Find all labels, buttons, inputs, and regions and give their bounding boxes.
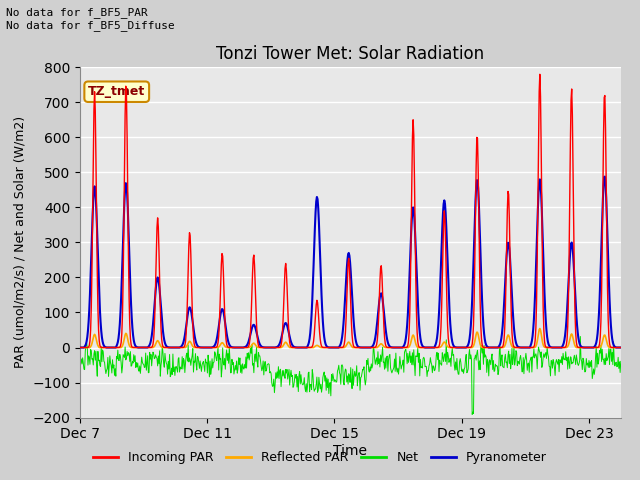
Legend: Incoming PAR, Reflected PAR, Net, Pyranometer: Incoming PAR, Reflected PAR, Net, Pyrano… <box>88 446 552 469</box>
X-axis label: Time: Time <box>333 444 367 458</box>
Text: No data for f_BF5_PAR
No data for f_BF5_Diffuse: No data for f_BF5_PAR No data for f_BF5_… <box>6 7 175 31</box>
Title: Tonzi Tower Met: Solar Radiation: Tonzi Tower Met: Solar Radiation <box>216 45 484 63</box>
Y-axis label: PAR (umol/m2/s) / Net and Solar (W/m2): PAR (umol/m2/s) / Net and Solar (W/m2) <box>13 116 27 369</box>
Text: TZ_tmet: TZ_tmet <box>88 85 145 98</box>
